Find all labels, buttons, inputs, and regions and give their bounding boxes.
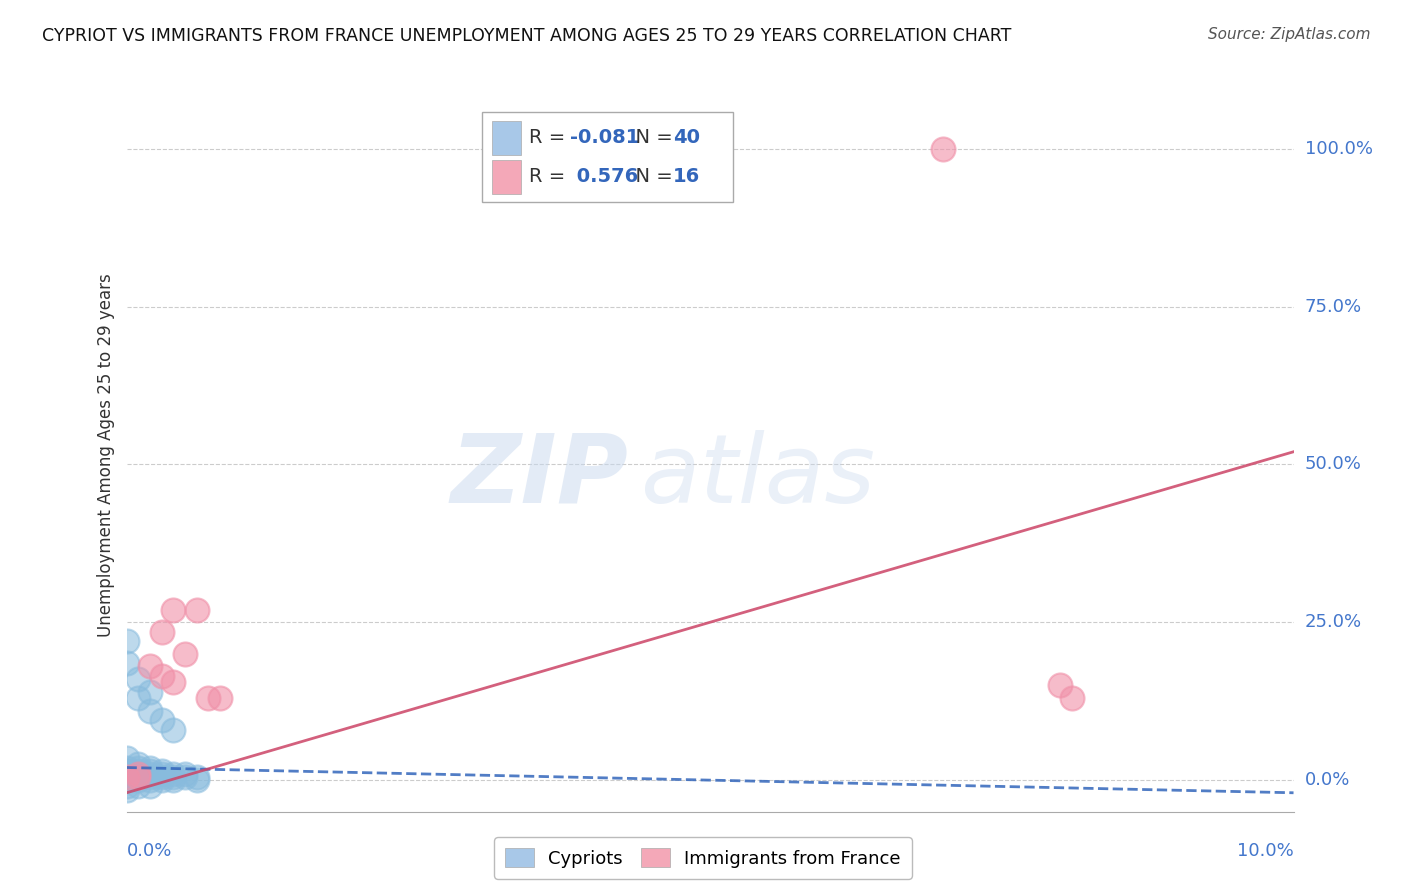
Text: 25.0%: 25.0% (1305, 614, 1362, 632)
Point (115, 760, 138, 774)
Text: 16: 16 (672, 167, 700, 186)
Text: 100.0%: 100.0% (1305, 140, 1372, 158)
Point (186, 770, 208, 784)
Legend: Cypriots, Immigrants from France: Cypriots, Immigrants from France (495, 838, 911, 879)
Text: CYPRIOT VS IMMIGRANTS FROM FRANCE UNEMPLOYMENT AMONG AGES 25 TO 29 YEARS CORRELA: CYPRIOT VS IMMIGRANTS FROM FRANCE UNEMPL… (42, 27, 1011, 45)
Point (150, 770, 173, 784)
Point (115, 751, 138, 765)
Point (150, 669, 173, 683)
Point (186, 773, 208, 788)
Text: R =: R = (529, 167, 572, 186)
Point (150, 764, 173, 778)
Point (162, 767, 184, 781)
Y-axis label: Unemployment Among Ages 25 to 29 years: Unemployment Among Ages 25 to 29 years (97, 273, 115, 637)
Point (162, 602, 184, 616)
Text: Source: ZipAtlas.com: Source: ZipAtlas.com (1208, 27, 1371, 42)
Point (127, 770, 149, 784)
Point (139, 773, 162, 788)
Text: 0.0%: 0.0% (1305, 772, 1350, 789)
Point (115, 634, 138, 648)
Text: 50.0%: 50.0% (1305, 456, 1361, 474)
Text: 0.576: 0.576 (569, 167, 638, 186)
Point (1060, 691, 1083, 706)
Point (127, 672, 149, 686)
Point (127, 757, 149, 772)
FancyBboxPatch shape (482, 112, 734, 202)
Point (174, 767, 197, 781)
Point (127, 770, 149, 784)
Point (115, 657, 138, 671)
Point (162, 675, 184, 690)
Point (139, 780, 162, 794)
Point (115, 773, 138, 788)
Point (127, 780, 149, 794)
Point (174, 770, 197, 784)
Point (127, 773, 149, 788)
Point (139, 767, 162, 781)
Point (115, 764, 138, 778)
Point (150, 767, 173, 781)
Point (139, 770, 162, 784)
Point (115, 780, 138, 794)
Point (115, 782, 138, 797)
Point (139, 684, 162, 698)
Point (162, 723, 184, 737)
Text: 40: 40 (672, 128, 700, 147)
Bar (492, 121, 522, 155)
Text: N =: N = (623, 167, 679, 186)
Text: atlas: atlas (640, 430, 875, 523)
Point (162, 773, 184, 788)
Text: 0.0%: 0.0% (127, 842, 172, 860)
Point (127, 760, 149, 774)
Point (1049, 678, 1071, 692)
Point (127, 764, 149, 778)
Point (139, 659, 162, 673)
Text: ZIP: ZIP (450, 430, 628, 523)
Point (115, 770, 138, 784)
Point (150, 624, 173, 639)
Text: N =: N = (623, 128, 679, 147)
Point (139, 704, 162, 718)
Point (162, 770, 184, 784)
Point (139, 760, 162, 774)
Text: 75.0%: 75.0% (1305, 298, 1362, 316)
Point (115, 767, 138, 781)
Point (127, 767, 149, 781)
Point (186, 602, 208, 616)
Bar (492, 161, 522, 194)
Text: R =: R = (529, 128, 572, 147)
Point (127, 691, 149, 706)
Point (174, 647, 197, 661)
Point (150, 773, 173, 788)
Point (139, 764, 162, 778)
Point (208, 691, 231, 706)
Text: -0.081: -0.081 (569, 128, 640, 147)
Text: 10.0%: 10.0% (1237, 842, 1294, 860)
Point (150, 713, 173, 727)
Point (932, 142, 955, 156)
Point (197, 691, 219, 706)
Point (127, 767, 149, 781)
Point (115, 770, 138, 784)
